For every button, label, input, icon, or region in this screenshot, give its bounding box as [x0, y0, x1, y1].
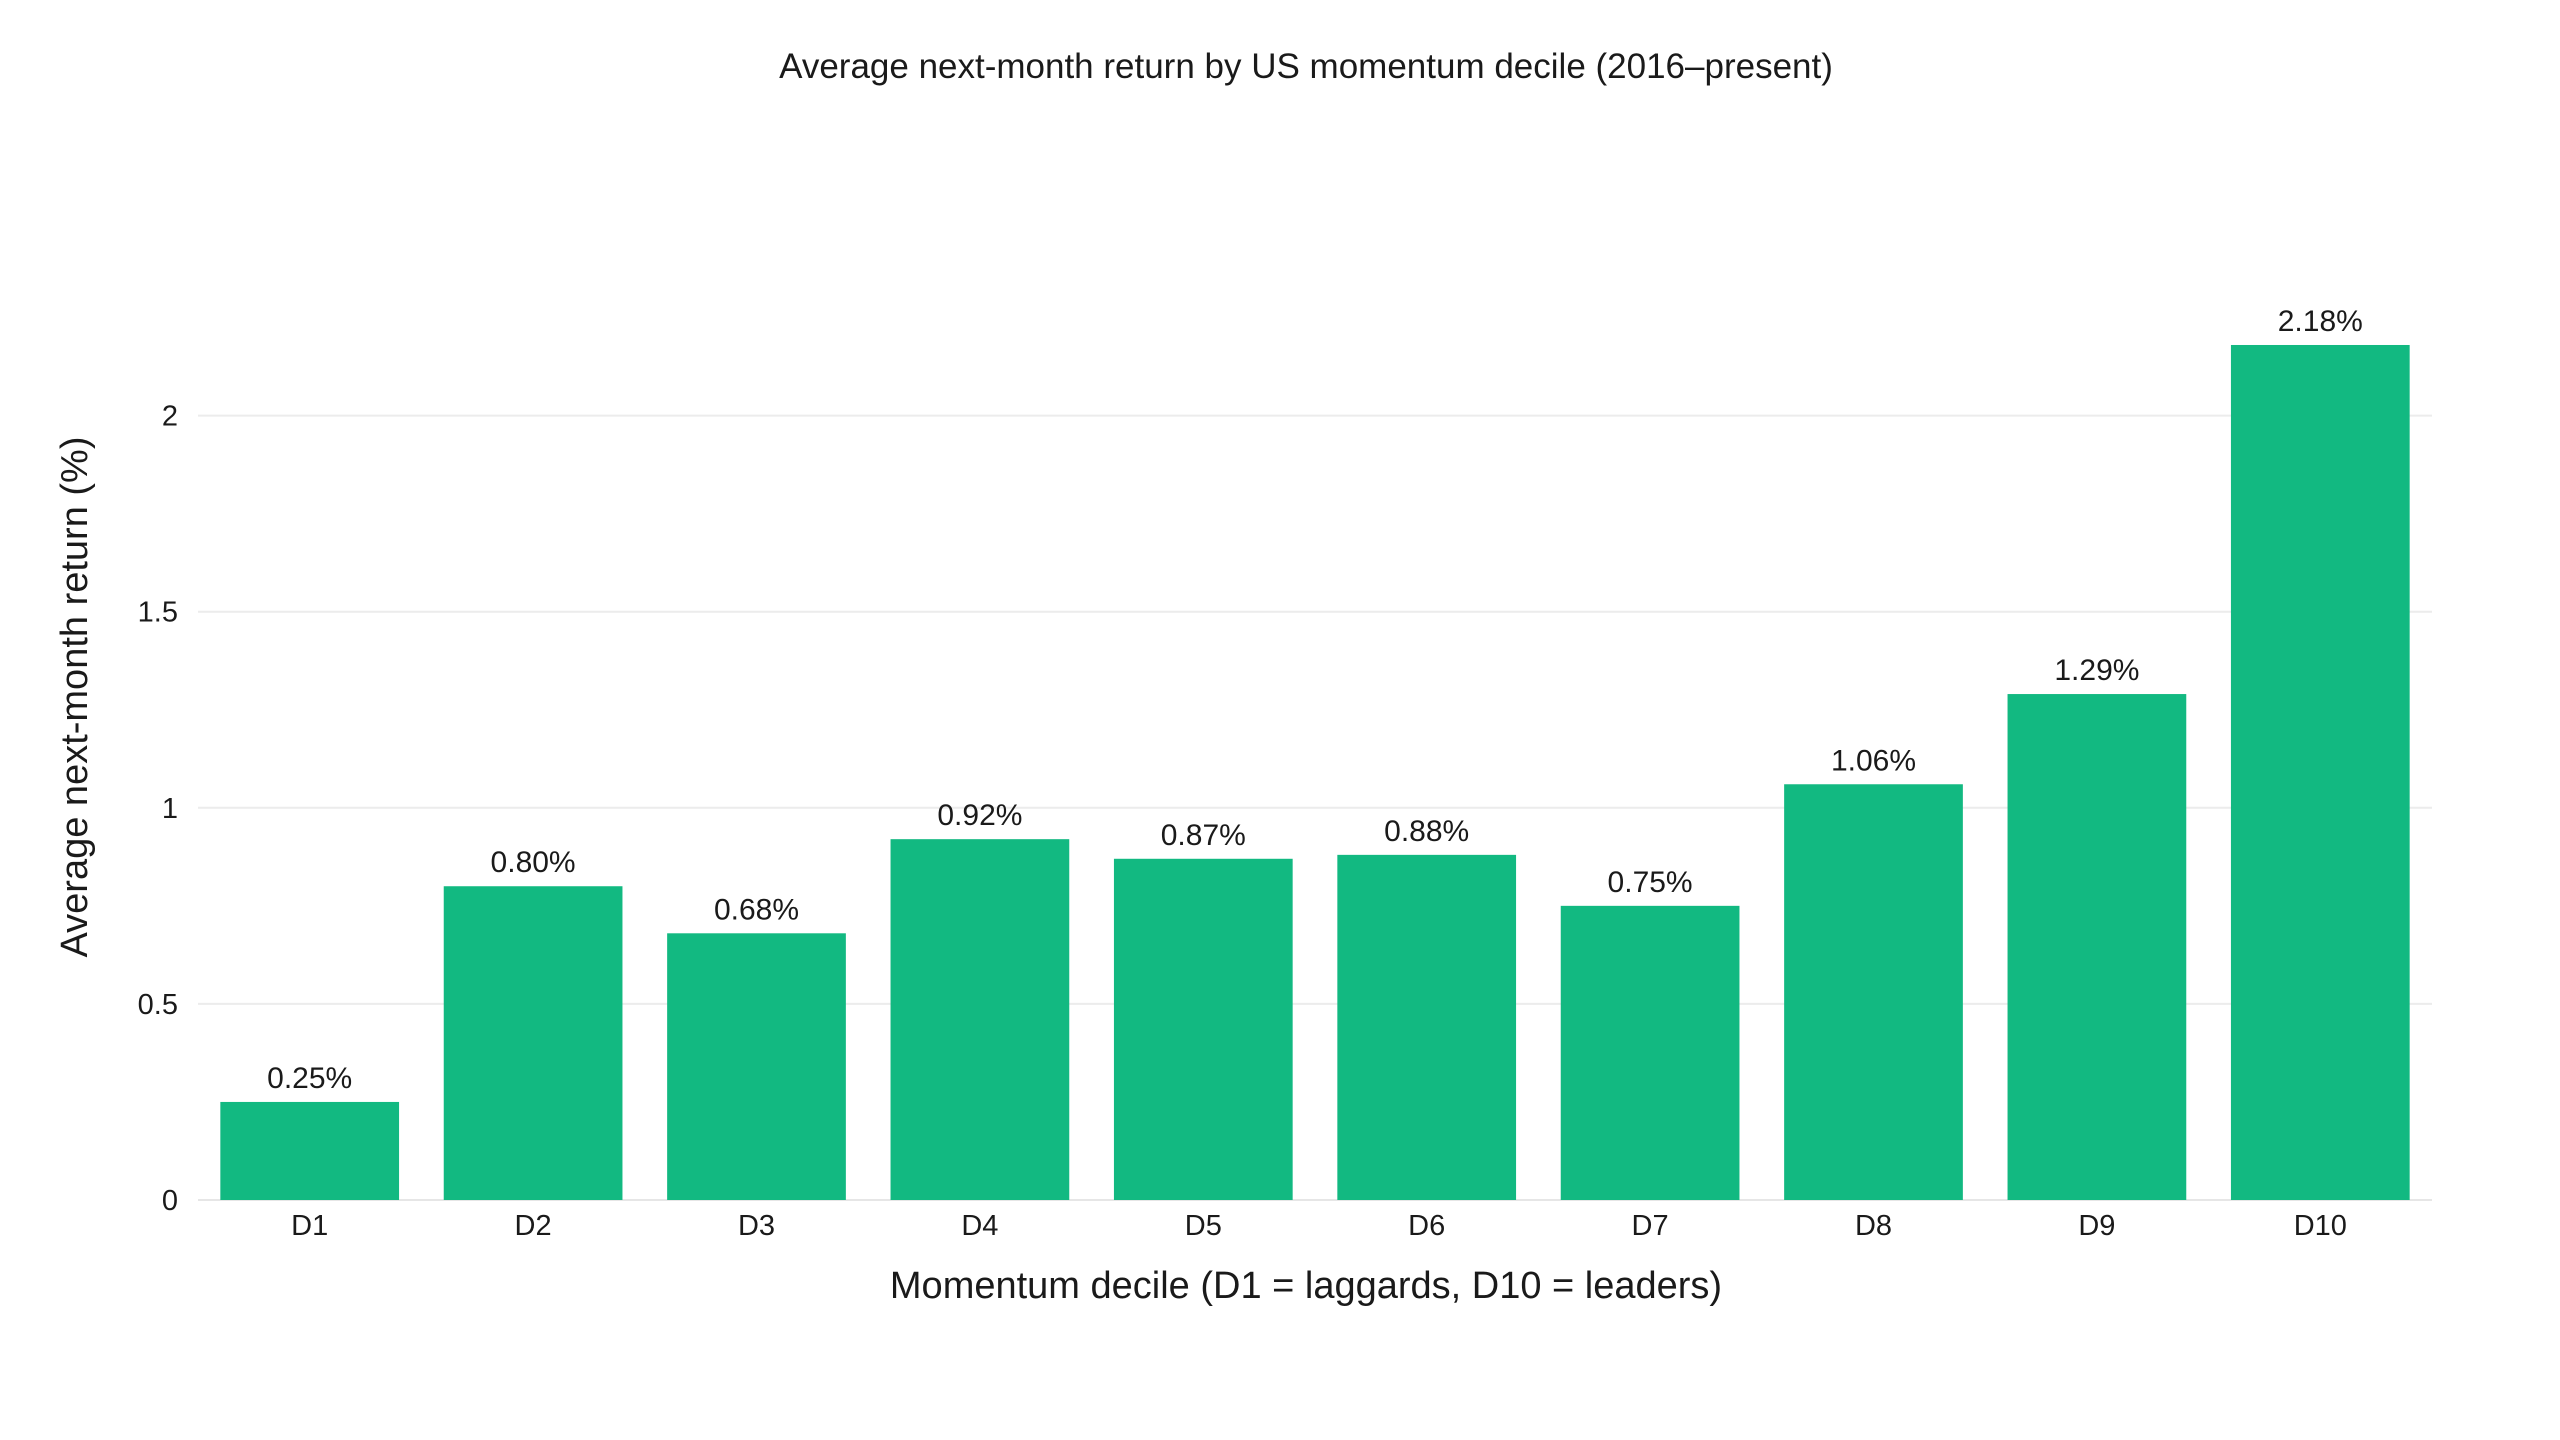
data-label-d7: 0.75% [1608, 866, 1693, 899]
bar-d4[interactable] [890, 839, 1070, 1200]
bar-d9[interactable] [2007, 694, 2187, 1200]
bar-d7[interactable] [1560, 905, 1740, 1200]
data-label-d5: 0.87% [1161, 819, 1246, 852]
bar-d8[interactable] [1784, 784, 1963, 1200]
y-tick-label: 2 [162, 401, 178, 433]
data-labels: 0.25% 0.80% 0.68% 0.92% 0.87% 0.88% 0.75% 1.06%… [267, 305, 2363, 1095]
chart-title: Average next-month return by US momentum… [779, 47, 1833, 86]
y-axis-title: Average next-month return (%) [54, 437, 96, 958]
x-tick-label-d1: D1 [291, 1210, 328, 1242]
bar-d3[interactable] [667, 933, 846, 1200]
x-tick-label-d4: D4 [961, 1210, 998, 1242]
x-tick-label-d7: D7 [1632, 1210, 1669, 1242]
x-tick-label-d9: D9 [2078, 1210, 2115, 1242]
data-label-d4: 0.92% [937, 799, 1022, 832]
data-label-d2: 0.80% [491, 846, 576, 879]
bar-d6[interactable] [1337, 854, 1517, 1200]
x-tick-label-d2: D2 [515, 1210, 552, 1242]
bars [220, 344, 2410, 1200]
bar-d2[interactable] [443, 886, 623, 1200]
x-tick-label-d6: D6 [1408, 1210, 1445, 1242]
x-tick-label-d3: D3 [738, 1210, 775, 1242]
bar-d5[interactable] [1113, 858, 1293, 1200]
data-label-d6: 0.88% [1384, 815, 1469, 848]
data-label-d1: 0.25% [267, 1062, 352, 1095]
x-tick-label-d8: D8 [1855, 1210, 1892, 1242]
data-label-d9: 1.29% [2054, 654, 2139, 687]
x-axis-title: Momentum decile (D1 = laggards, D10 = le… [890, 1265, 1722, 1307]
y-tick-label: 1 [162, 793, 178, 825]
data-label-d8: 1.06% [1831, 744, 1916, 777]
y-axis-ticks: 0 0.5 1 1.5 2 [138, 401, 178, 1217]
bar-d10[interactable] [2230, 344, 2410, 1200]
bar-d1[interactable] [220, 1101, 400, 1200]
y-tick-label: 0.5 [138, 989, 178, 1021]
data-label-d10: 2.18% [2278, 305, 2363, 338]
x-tick-label-d10: D10 [2294, 1210, 2347, 1242]
x-axis-ticks: D1 D2 D3 D4 D5 D6 D7 D8 D9 D10 [291, 1210, 2347, 1242]
y-tick-label: 1.5 [138, 597, 178, 629]
y-tick-label: 0 [162, 1185, 178, 1217]
data-label-d3: 0.68% [714, 893, 799, 926]
x-tick-label-d5: D5 [1185, 1210, 1222, 1242]
